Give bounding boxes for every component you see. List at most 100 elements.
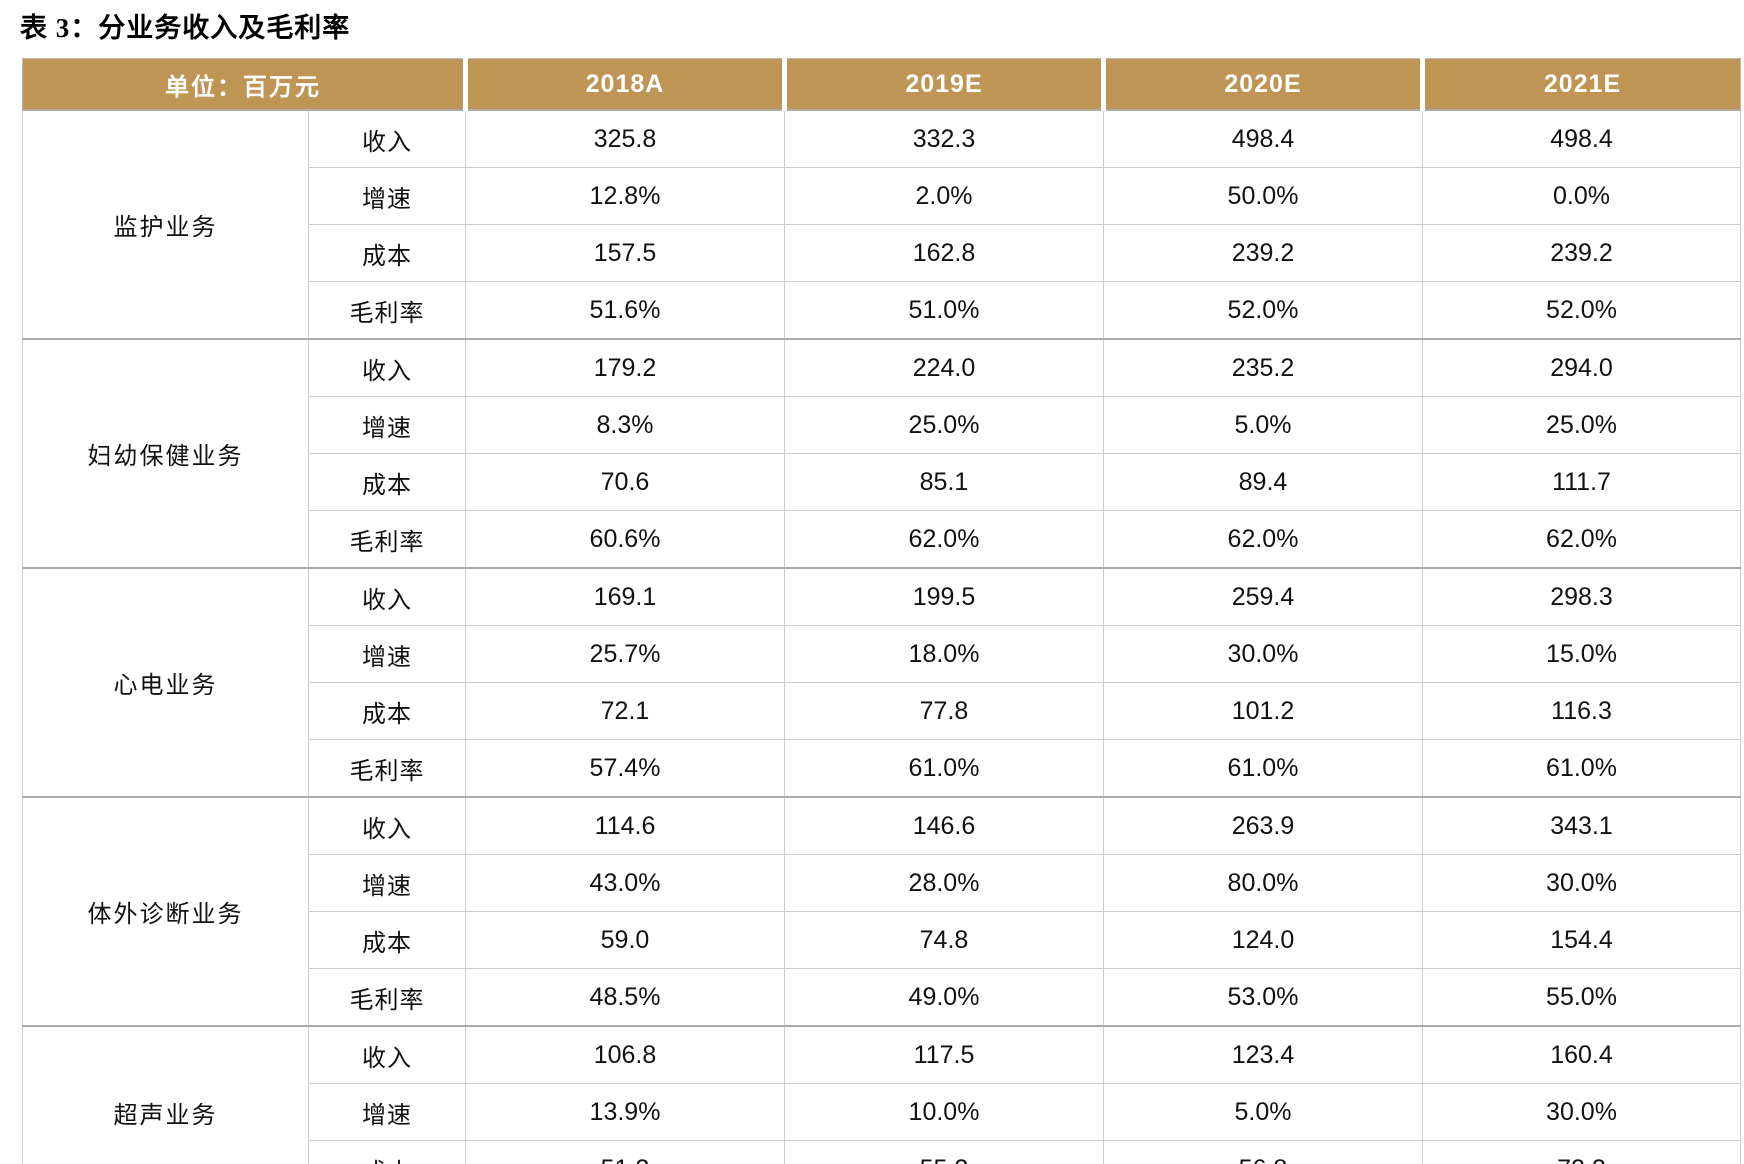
value-cell: 157.5 — [465, 224, 785, 282]
value-cell: 10.0% — [784, 1083, 1104, 1141]
value-cell: 111.7 — [1422, 453, 1741, 511]
metric-label-cell: 增速 — [308, 854, 466, 912]
table-row: 成本 59.0 74.8 124.0 154.4 — [23, 911, 1741, 969]
value-cell: 48.5% — [465, 968, 785, 1027]
value-cell: 51.2 — [465, 1140, 785, 1164]
value-cell: 146.6 — [784, 796, 1104, 855]
metric-label-cell: 增速 — [308, 396, 466, 454]
value-cell: 199.5 — [784, 567, 1104, 626]
value-cell: 294.0 — [1422, 338, 1741, 397]
metric-label-cell: 成本 — [308, 682, 466, 740]
value-cell: 298.3 — [1422, 567, 1741, 626]
value-cell: 52.0% — [1103, 281, 1423, 340]
value-cell: 13.9% — [465, 1083, 785, 1141]
table-row: 增速 8.3% 25.0% 5.0% 25.0% — [23, 396, 1741, 454]
value-cell: 239.2 — [1422, 224, 1741, 282]
value-cell: 80.0% — [1103, 854, 1423, 912]
table-row: 增速 25.7% 18.0% 30.0% 15.0% — [23, 625, 1741, 683]
value-cell: 8.3% — [465, 396, 785, 454]
metric-label-cell: 增速 — [308, 1083, 466, 1141]
value-cell: 61.0% — [1103, 739, 1423, 798]
table-row: 增速 12.8% 2.0% 50.0% 0.0% — [23, 167, 1741, 225]
table-row: 成本 157.5 162.8 239.2 239.2 — [23, 224, 1741, 282]
table-row: 增速 13.9% 10.0% 5.0% 30.0% — [23, 1083, 1741, 1141]
value-cell: 162.8 — [784, 224, 1104, 282]
value-cell: 25.7% — [465, 625, 785, 683]
value-cell: 56.8 — [1103, 1140, 1423, 1164]
header-row: 单位：百万元 2018A 2019E 2020E 2021E — [22, 58, 1741, 111]
value-cell: 43.0% — [465, 854, 785, 912]
metric-label-cell: 毛利率 — [308, 281, 466, 340]
value-cell: 74.8 — [784, 911, 1104, 969]
business-revenue-margin-table: 单位：百万元 2018A 2019E 2020E 2021E 监护业务 收入 3… — [22, 58, 1741, 1164]
value-cell: 89.4 — [1103, 453, 1423, 511]
value-cell: 59.0 — [465, 911, 785, 969]
value-cell: 5.0% — [1103, 1083, 1423, 1141]
value-cell: 325.8 — [465, 109, 785, 168]
value-cell: 116.3 — [1422, 682, 1741, 740]
value-cell: 61.0% — [784, 739, 1104, 798]
metric-label-cell: 毛利率 — [308, 739, 466, 798]
year-header-cell: 2021E — [1420, 58, 1741, 111]
metric-label-cell: 增速 — [308, 167, 466, 225]
table-row: 增速 43.0% 28.0% 80.0% 30.0% — [23, 854, 1741, 912]
metric-label-cell: 毛利率 — [308, 968, 466, 1027]
metric-label-cell: 收入 — [308, 796, 466, 855]
value-cell: 169.1 — [465, 567, 785, 626]
value-cell: 30.0% — [1422, 1083, 1741, 1141]
value-cell: 2.0% — [784, 167, 1104, 225]
value-cell: 62.0% — [1422, 510, 1741, 569]
value-cell: 498.4 — [1103, 109, 1423, 168]
business-name-cell: 妇幼保健业务 — [22, 338, 309, 569]
value-cell: 235.2 — [1103, 338, 1423, 397]
value-cell: 50.0% — [1103, 167, 1423, 225]
business-name-cell: 超声业务 — [22, 1025, 309, 1164]
value-cell: 30.0% — [1103, 625, 1423, 683]
value-cell: 55.2 — [784, 1140, 1104, 1164]
value-cell: 25.0% — [784, 396, 1104, 454]
value-cell: 117.5 — [784, 1025, 1104, 1084]
value-cell: 62.0% — [784, 510, 1104, 569]
value-cell: 12.8% — [465, 167, 785, 225]
table-row: 毛利率 57.4% 61.0% 61.0% 61.0% — [23, 739, 1741, 798]
table-row: 体外诊断业务 收入 114.6 146.6 263.9 343.1 — [22, 796, 1741, 1027]
value-cell: 239.2 — [1103, 224, 1423, 282]
year-header-cell: 2020E — [1101, 58, 1423, 111]
value-cell: 85.1 — [784, 453, 1104, 511]
value-cell: 332.3 — [784, 109, 1104, 168]
metric-label-cell: 成本 — [308, 224, 466, 282]
table-row: 毛利率 48.5% 49.0% 53.0% 55.0% — [23, 968, 1741, 1027]
value-cell: 28.0% — [784, 854, 1104, 912]
value-cell: 224.0 — [784, 338, 1104, 397]
value-cell: 52.0% — [1422, 281, 1741, 340]
year-header-cell: 2018A — [463, 58, 785, 111]
metric-label-cell: 增速 — [308, 625, 466, 683]
value-cell: 259.4 — [1103, 567, 1423, 626]
value-cell: 72.2 — [1422, 1140, 1741, 1164]
table-row: 心电业务 收入 169.1 199.5 259.4 298.3 — [22, 567, 1741, 798]
table-row: 超声业务 收入 106.8 117.5 123.4 160.4 — [22, 1025, 1741, 1164]
table-row: 监护业务 收入 325.8 332.3 498.4 498.4 — [22, 109, 1741, 340]
value-cell: 51.6% — [465, 281, 785, 340]
value-cell: 25.0% — [1422, 396, 1741, 454]
value-cell: 72.1 — [465, 682, 785, 740]
metric-label-cell: 收入 — [308, 567, 466, 626]
table-title: 表 3：分业务收入及毛利率 — [20, 13, 351, 43]
business-name-cell: 心电业务 — [22, 567, 309, 798]
table-row: 妇幼保健业务 收入 179.2 224.0 235.2 294.0 — [22, 338, 1741, 569]
metric-label-cell: 成本 — [308, 1140, 466, 1164]
value-cell: 106.8 — [465, 1025, 785, 1084]
value-cell: 53.0% — [1103, 968, 1423, 1027]
year-header-cell: 2019E — [782, 58, 1104, 111]
metric-label-cell: 成本 — [308, 911, 466, 969]
value-cell: 51.0% — [784, 281, 1104, 340]
value-cell: 5.0% — [1103, 396, 1423, 454]
business-name-cell: 体外诊断业务 — [22, 796, 309, 1027]
value-cell: 18.0% — [784, 625, 1104, 683]
value-cell: 61.0% — [1422, 739, 1741, 798]
metric-label-cell: 毛利率 — [308, 510, 466, 569]
value-cell: 179.2 — [465, 338, 785, 397]
value-cell: 55.0% — [1422, 968, 1741, 1027]
table-row: 毛利率 60.6% 62.0% 62.0% 62.0% — [23, 510, 1741, 569]
